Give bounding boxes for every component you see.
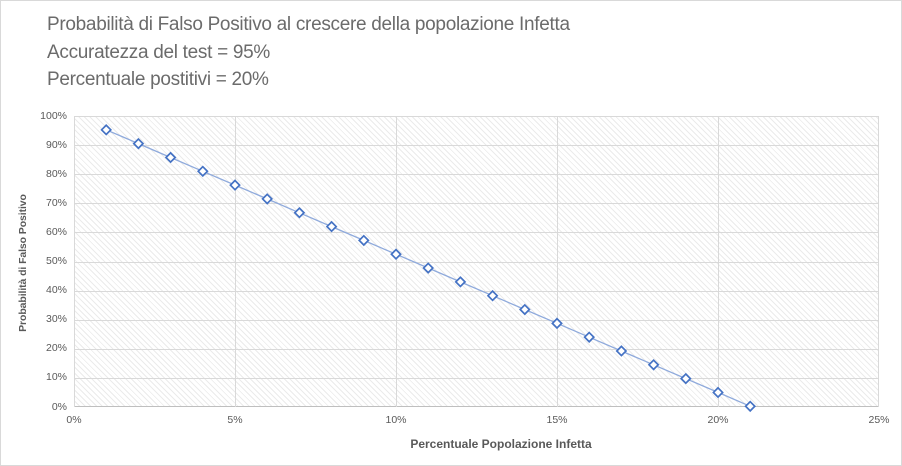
data-point-marker xyxy=(293,206,306,219)
y-tick-label: 40% xyxy=(45,284,67,297)
y-tick-label: 0% xyxy=(51,400,67,413)
data-point-marker xyxy=(615,345,628,357)
y-tick-label: 30% xyxy=(45,313,67,326)
x-axis-title: Percentuale Popolazione Infetta xyxy=(410,437,592,451)
x-tick-label: 10% xyxy=(385,414,407,426)
x-tick-label: 5% xyxy=(227,414,243,426)
data-point-marker xyxy=(518,303,531,316)
y-tick-label: 60% xyxy=(45,225,67,238)
data-point-marker xyxy=(100,124,113,136)
data-point-marker xyxy=(679,372,692,385)
data-point-marker xyxy=(196,165,209,178)
plot-area xyxy=(74,116,879,413)
x-tick-label: 0% xyxy=(66,414,82,426)
y-tick-label: 100% xyxy=(40,109,67,122)
data-point-marker xyxy=(390,248,402,261)
data-point-marker xyxy=(132,137,145,150)
data-point-marker xyxy=(551,317,563,330)
data-point-marker xyxy=(422,262,435,274)
data-point-marker xyxy=(164,151,177,164)
chart-title-line-1: Probabilità di Falso Positivo al crescer… xyxy=(47,14,570,35)
data-point-marker xyxy=(712,386,724,399)
y-tick-label: 10% xyxy=(45,371,67,384)
data-point-marker xyxy=(744,400,757,413)
scatter-line-plot xyxy=(74,116,879,413)
chart-title-block: Probabilità di Falso Positivo al crescer… xyxy=(47,11,570,94)
data-point-marker xyxy=(229,179,241,191)
chart-title-line-3: Percentuale postitivi = 20% xyxy=(47,69,269,90)
data-point-marker xyxy=(454,276,467,288)
y-tick-label: 70% xyxy=(45,196,67,209)
data-point-marker xyxy=(357,234,370,247)
y-tick-label: 80% xyxy=(45,167,67,180)
y-tick-label: 20% xyxy=(45,342,67,355)
data-point-marker xyxy=(647,359,660,371)
y-tick-label: 90% xyxy=(45,138,67,151)
x-tick-label: 25% xyxy=(868,414,890,426)
x-tick-label: 15% xyxy=(546,414,568,426)
x-tick-label: 20% xyxy=(707,414,729,426)
y-tick-label: 50% xyxy=(45,255,67,267)
data-point-marker xyxy=(486,289,499,302)
data-point-marker xyxy=(261,193,274,205)
data-point-marker xyxy=(583,331,596,343)
data-point-marker xyxy=(325,220,338,233)
chart-title-line-2: Accuratezza del test = 95% xyxy=(47,41,270,63)
